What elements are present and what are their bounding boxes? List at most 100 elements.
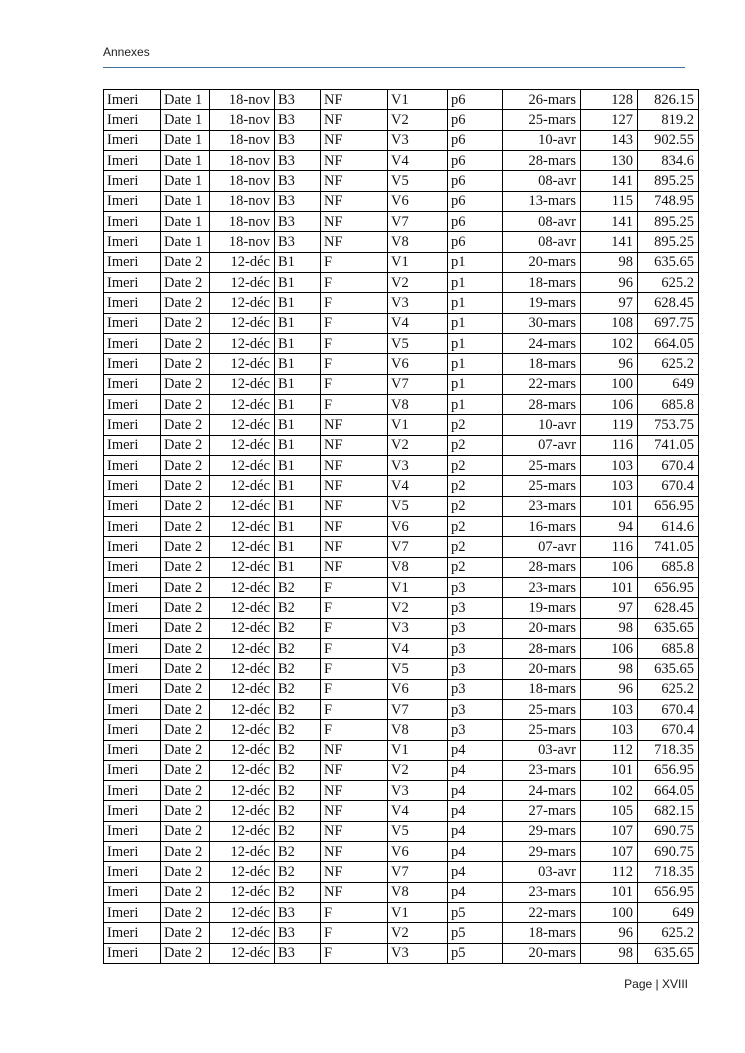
table-cell: 116 — [580, 536, 638, 558]
table-cell: V7 — [387, 861, 448, 883]
table-cell: 143 — [580, 129, 638, 151]
table-cell: 635.65 — [637, 942, 699, 965]
table-cell: V5 — [387, 820, 448, 843]
table-cell: B3 — [274, 231, 321, 253]
table-row: Imeri Date 2 12-déc B2 NF V5 p4 29-mars 107 690.7… — [103, 820, 699, 843]
table-cell: Imeri — [103, 556, 161, 578]
table-cell: Date 2 — [160, 800, 210, 822]
table-cell: 635.65 — [637, 658, 699, 680]
table-cell: Date 2 — [160, 312, 210, 334]
table-row: Imeri Date 2 12-déc B2 F V2 p3 19-mars 97 628.45 — [103, 597, 699, 619]
table-cell: 741.05 — [637, 434, 699, 456]
table-cell: Date 2 — [160, 292, 210, 314]
table-cell: 98 — [580, 617, 638, 639]
table-cell: V8 — [387, 719, 448, 741]
table-cell: V2 — [387, 922, 448, 944]
table-cell: Date 2 — [160, 576, 210, 599]
table-cell: F — [320, 353, 388, 375]
table-cell: 101 — [580, 881, 638, 904]
table-cell: NF — [320, 210, 388, 233]
table-row: Imeri Date 1 18-nov B3 NF V2 p6 25-mars 127 819.2 — [103, 109, 699, 131]
table-cell: B2 — [274, 800, 321, 822]
table-cell: 28-mars — [502, 637, 581, 660]
table-cell: Imeri — [103, 637, 161, 660]
table-cell: B1 — [274, 251, 321, 273]
table-cell: p6 — [447, 231, 503, 253]
table-cell: 670.4 — [637, 698, 699, 721]
table-cell: NF — [320, 780, 388, 802]
page-footer: Page | XVIII — [103, 977, 688, 992]
table-row: Imeri Date 2 12-déc B1 NF V3 p2 25-mars 103 670.4 — [103, 454, 699, 477]
table-cell: F — [320, 251, 388, 273]
table-cell: V4 — [387, 149, 448, 172]
table-cell: 108 — [580, 312, 638, 334]
annex-table-body: Imeri Date 1 18-nov B3 NF V1 p6 26-mars 128 826.1… — [103, 88, 699, 965]
table-cell: B3 — [274, 942, 321, 965]
table-cell: 08-avr — [502, 170, 581, 192]
table-cell: Date 1 — [160, 231, 210, 253]
table-cell: NF — [320, 434, 388, 456]
table-row: Imeri Date 2 12-déc B2 F V4 p3 28-mars 106 685.8 — [103, 637, 699, 660]
table-cell: 27-mars — [502, 800, 581, 822]
header-title: Annexes — [103, 45, 150, 59]
table-cell: V5 — [387, 332, 448, 355]
table-cell: B1 — [274, 393, 321, 416]
table-cell: V3 — [387, 942, 448, 965]
table-row: Imeri Date 2 12-déc B1 NF V4 p2 25-mars 103 670.4 — [103, 475, 699, 497]
table-row: Imeri Date 2 12-déc B2 NF V4 p4 27-mars 105 682.1… — [103, 800, 699, 822]
table-cell: V3 — [387, 617, 448, 639]
table-cell: p1 — [447, 373, 503, 395]
table-cell: p1 — [447, 332, 503, 355]
table-cell: 23-mars — [502, 495, 581, 517]
table-row: Imeri Date 1 18-nov B3 NF V6 p6 13-mars 115 748.9… — [103, 190, 699, 212]
table-cell: 649 — [637, 902, 699, 924]
table-cell: 12-déc — [209, 780, 275, 802]
table-cell: Imeri — [103, 576, 161, 599]
table-cell: V2 — [387, 109, 448, 131]
table-cell: B1 — [274, 292, 321, 314]
table-cell: F — [320, 332, 388, 355]
table-cell: 12-déc — [209, 861, 275, 883]
table-cell: B3 — [274, 149, 321, 172]
table-cell: p6 — [447, 149, 503, 172]
table-cell: F — [320, 292, 388, 314]
table-cell: 25-mars — [502, 475, 581, 497]
table-cell: V3 — [387, 129, 448, 151]
table-cell: Imeri — [103, 393, 161, 416]
table-cell: Imeri — [103, 210, 161, 233]
table-cell: 12-déc — [209, 515, 275, 538]
table-cell: B2 — [274, 617, 321, 639]
table-cell: Imeri — [103, 658, 161, 680]
table-cell: p1 — [447, 271, 503, 294]
table-cell: 07-avr — [502, 536, 581, 558]
table-cell: 628.45 — [637, 597, 699, 619]
table-cell: p4 — [447, 841, 503, 863]
annex-data-table: Imeri Date 1 18-nov B3 NF V1 p6 26-mars 128 826.1… — [103, 88, 699, 965]
table-cell: B2 — [274, 719, 321, 741]
table-cell: NF — [320, 536, 388, 558]
table-cell: F — [320, 942, 388, 965]
table-row: Imeri Date 2 12-déc B2 NF V7 p4 03-avr 112 718.35 — [103, 861, 699, 883]
table-cell: 12-déc — [209, 373, 275, 395]
table-cell: 748.95 — [637, 190, 699, 212]
table-cell: Imeri — [103, 434, 161, 456]
table-cell: Imeri — [103, 739, 161, 761]
table-cell: Date 1 — [160, 109, 210, 131]
table-row: Imeri Date 2 12-déc B2 F V6 p3 18-mars 96 625.2 — [103, 678, 699, 700]
table-cell: p5 — [447, 942, 503, 965]
table-cell: Imeri — [103, 251, 161, 273]
table-cell: Imeri — [103, 475, 161, 497]
table-cell: p6 — [447, 190, 503, 212]
table-cell: Date 1 — [160, 210, 210, 233]
table-cell: F — [320, 271, 388, 294]
table-cell: F — [320, 393, 388, 416]
table-cell: V4 — [387, 800, 448, 822]
table-row: Imeri Date 2 12-déc B1 F V6 p1 18-mars 96 625.2 — [103, 353, 699, 375]
table-cell: 12-déc — [209, 597, 275, 619]
table-cell: 18-mars — [502, 271, 581, 294]
table-cell: B3 — [274, 88, 321, 111]
table-row: Imeri Date 2 12-déc B1 NF V2 p2 07-avr 116 741.05 — [103, 434, 699, 456]
table-cell: 19-mars — [502, 292, 581, 314]
table-cell: Date 2 — [160, 454, 210, 477]
table-cell: 718.35 — [637, 739, 699, 761]
